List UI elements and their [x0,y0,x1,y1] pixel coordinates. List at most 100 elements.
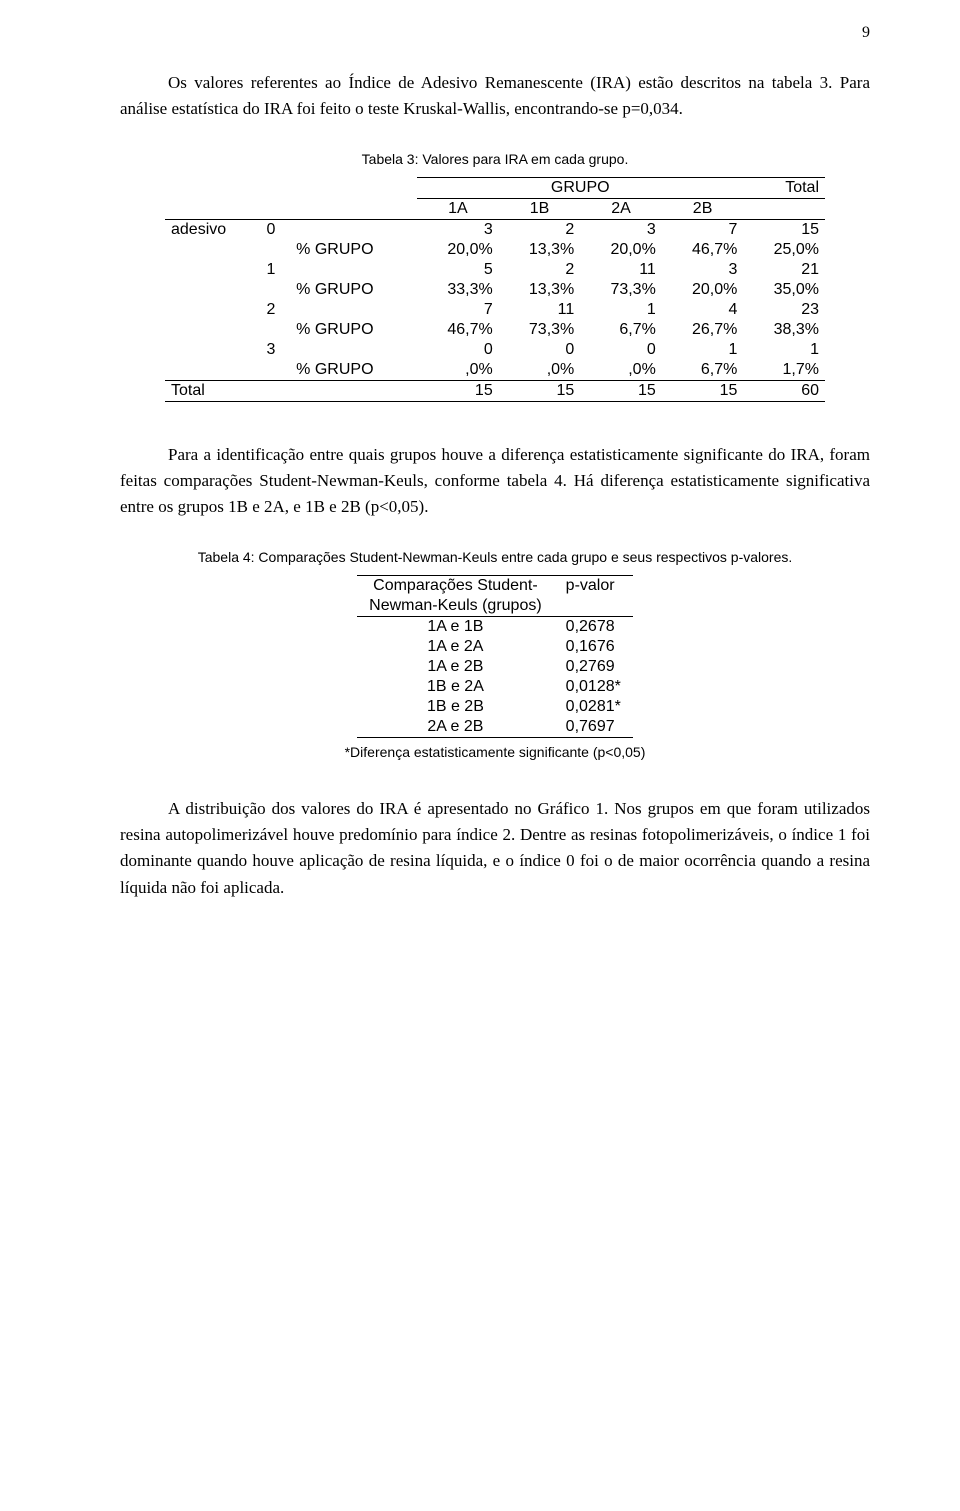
table3-cell: 5 [417,260,499,280]
table4-cell: 1A e 2A [357,637,554,657]
table4-cell: 1B e 2A [357,677,554,697]
table3-caption: Tabela 3: Valores para IRA em cada grupo… [120,151,870,167]
page: 9 Os valores referentes ao Índice de Ade… [0,0,960,1511]
table3-cell: ,0% [417,360,499,381]
table3-cell: 13,3% [499,280,581,300]
table3-col-1a: 1A [417,198,499,219]
table3-cell: 0 [417,340,499,360]
table3-header-row-2: 1A 1B 2A 2B [165,198,825,219]
table4-cell: 0,7697 [554,717,633,738]
table3-header-row-1: GRUPO Total [165,177,825,198]
table3-cell: ,0% [580,360,662,381]
table4: Comparações Student- p-valor Newman-Keul… [357,575,633,738]
table3-row: % GRUPO 20,0% 13,3% 20,0% 46,7% 25,0% [165,240,825,260]
table3-cell: 33,3% [417,280,499,300]
table3-col-2b: 2B [662,198,744,219]
table4-header-row: Comparações Student- p-valor [357,575,633,596]
table4-cell: 2A e 2B [357,717,554,738]
table4-header-left-1: Comparações Student- [357,575,554,596]
table3-cell: 4 [662,300,744,320]
table3-cell: 35,0% [743,280,825,300]
table3-cell: 2 [499,219,581,240]
table3-pct-label: % GRUPO [290,280,417,300]
table3-cell: 73,3% [499,320,581,340]
table3-row: % GRUPO 33,3% 13,3% 73,3% 20,0% 35,0% [165,280,825,300]
table3-cell: 6,7% [662,360,744,381]
table3-cell: 15 [580,380,662,401]
table3-row: % GRUPO 46,7% 73,3% 6,7% 26,7% 38,3% [165,320,825,340]
table4-cell: 0,2678 [554,616,633,637]
paragraph-2: Para a identificação entre quais grupos … [120,442,870,521]
table3-row: 2 7 11 1 4 23 [165,300,825,320]
table3-row-idx: 1 [260,260,290,280]
table4-row: 1A e 2A 0,1676 [357,637,633,657]
table4-header-row: Newman-Keuls (grupos) [357,596,633,617]
table3-cell: 15 [499,380,581,401]
table3-total-row: Total 15 15 15 15 60 [165,380,825,401]
table3-pct-label: % GRUPO [290,320,417,340]
table3-total-header: Total [743,177,825,198]
table3-cell: 15 [662,380,744,401]
table4-row: 1B e 2A 0,0128* [357,677,633,697]
page-number: 9 [862,24,870,42]
table3-cell: 1 [662,340,744,360]
table3-cell: 0 [580,340,662,360]
table3-cell: 21 [743,260,825,280]
table3-pct-label: % GRUPO [290,240,417,260]
table3-cell: 1,7% [743,360,825,381]
table3-cell: 1 [580,300,662,320]
table3-cell: 26,7% [662,320,744,340]
table3-cell: 20,0% [580,240,662,260]
table3-cell: 15 [743,219,825,240]
table4-cell: 0,0281* [554,697,633,717]
table3-row-idx: 2 [260,300,290,320]
table3-group-header: GRUPO [417,177,743,198]
table3-cell: 20,0% [417,240,499,260]
table3-cell: 15 [417,380,499,401]
table3-cell: 7 [662,219,744,240]
table3-row: 3 0 0 0 1 1 [165,340,825,360]
table4-cell: 0,1676 [554,637,633,657]
table3-row-label: adesivo [165,219,260,240]
table3-cell: 46,7% [662,240,744,260]
table3-cell: 2 [499,260,581,280]
table3-row: adesivo 0 3 2 3 7 15 [165,219,825,240]
paragraph-3: A distribuição dos valores do IRA é apre… [120,796,870,901]
table4-cell: 1B e 2B [357,697,554,717]
table3-cell: 1 [743,340,825,360]
table4-cell: 0,0128* [554,677,633,697]
table3-cell: 73,3% [580,280,662,300]
table3-cell: 7 [417,300,499,320]
table3-pct-label: % GRUPO [290,360,417,381]
table3-cell: 6,7% [580,320,662,340]
table4-row: 2A e 2B 0,7697 [357,717,633,738]
table4-cell: 0,2769 [554,657,633,677]
table3-col-2a: 2A [580,198,662,219]
table3: GRUPO Total 1A 1B 2A 2B adesivo 0 3 2 3 … [165,177,825,402]
table3-cell: 3 [417,219,499,240]
table4-row: 1A e 1B 0,2678 [357,616,633,637]
table3-cell: 23 [743,300,825,320]
table3-row: % GRUPO ,0% ,0% ,0% 6,7% 1,7% [165,360,825,381]
table3-col-1b: 1B [499,198,581,219]
table3-cell: 13,3% [499,240,581,260]
table3-cell: 46,7% [417,320,499,340]
table3-cell: 38,3% [743,320,825,340]
table3-cell: 25,0% [743,240,825,260]
table3-cell: 3 [580,219,662,240]
table3-row: 1 5 2 11 3 21 [165,260,825,280]
table3-cell: 11 [580,260,662,280]
table4-cell: 1A e 2B [357,657,554,677]
table4-caption: Tabela 4: Comparações Student-Newman-Keu… [120,549,870,565]
table3-cell: 0 [499,340,581,360]
table4-footnote: *Diferença estatisticamente significante… [120,744,870,760]
table3-cell: 60 [743,380,825,401]
table4-cell: 1A e 1B [357,616,554,637]
table3-cell: 11 [499,300,581,320]
table3-total-label: Total [165,380,260,401]
table3-row-idx: 3 [260,340,290,360]
table4-header-left-2: Newman-Keuls (grupos) [357,596,554,617]
table4-row: 1A e 2B 0,2769 [357,657,633,677]
paragraph-1: Os valores referentes ao Índice de Adesi… [120,70,870,123]
table3-cell: ,0% [499,360,581,381]
